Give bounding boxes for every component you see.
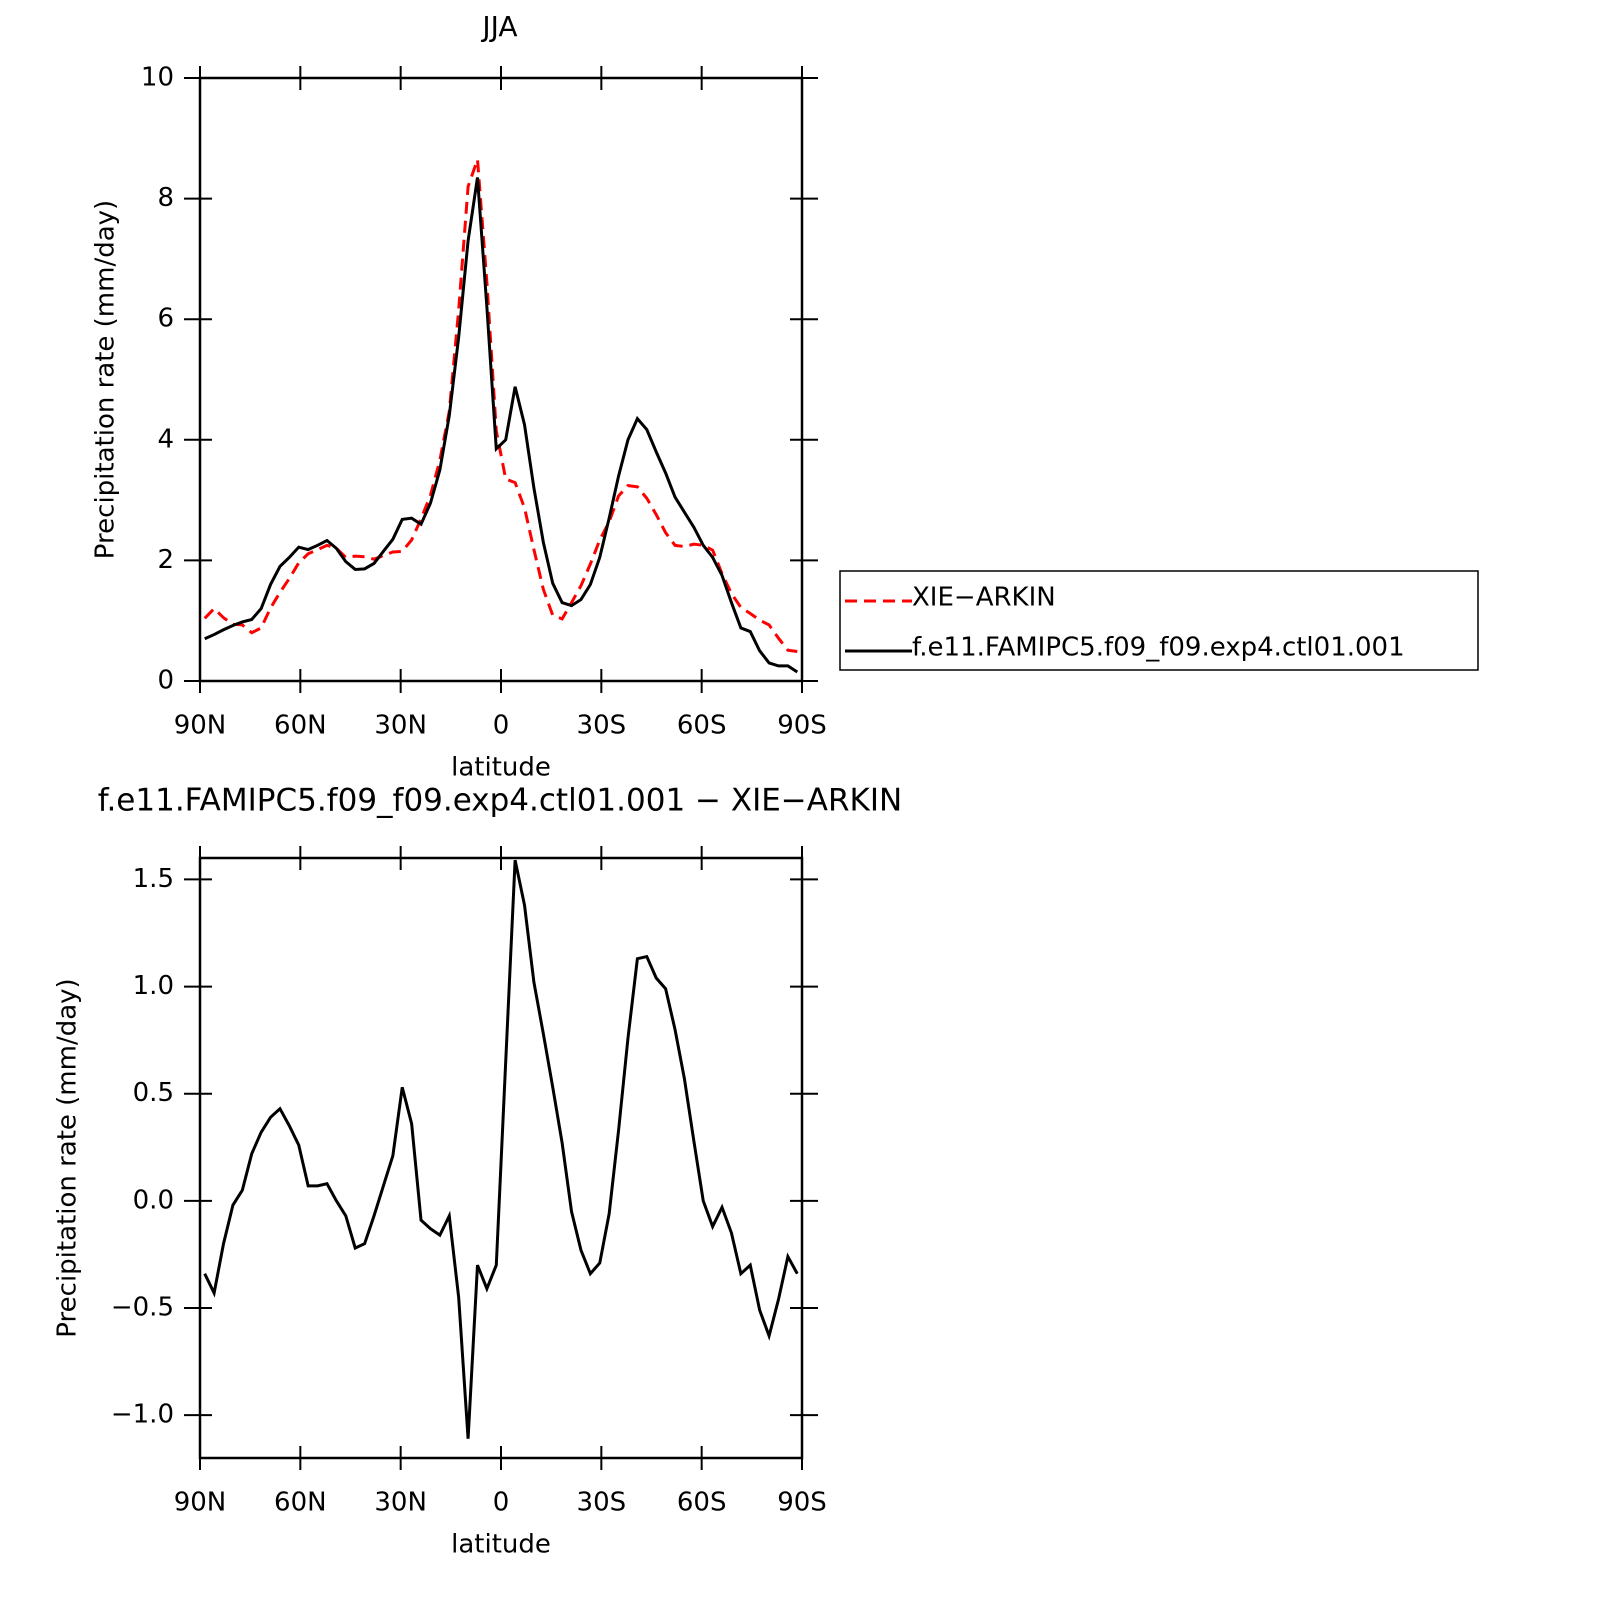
legend-box bbox=[839, 570, 1479, 671]
chart-title: JJA bbox=[480, 10, 517, 43]
x-tick-label: 30S bbox=[577, 1488, 627, 1518]
y-tick-label: 4 bbox=[157, 424, 174, 454]
x-axis-label: latitude bbox=[451, 753, 551, 783]
x-tick-label: 90N bbox=[174, 711, 227, 741]
y-tick-label: 1.5 bbox=[133, 864, 174, 894]
y-tick-label: 6 bbox=[157, 304, 174, 334]
y-tick-label: 2 bbox=[157, 545, 174, 575]
x-tick-label: 60S bbox=[677, 1488, 727, 1518]
y-tick-label: 8 bbox=[157, 183, 174, 213]
chart-title: f.e11.FAMIPC5.f09_f09.exp4.ctl01.001 − X… bbox=[98, 783, 902, 819]
x-tick-label: 0 bbox=[493, 711, 510, 741]
y-tick-label: 1.0 bbox=[133, 971, 174, 1001]
y-tick-label: 0.0 bbox=[133, 1185, 174, 1215]
y-tick-label: 0.5 bbox=[133, 1078, 174, 1108]
y-tick-label: 0 bbox=[157, 666, 174, 696]
y-tick-label: −1.0 bbox=[111, 1400, 174, 1430]
x-tick-label: 60S bbox=[677, 711, 727, 741]
data-line bbox=[204, 177, 799, 674]
x-axis-label: latitude bbox=[451, 1530, 551, 1560]
plot-frame bbox=[198, 76, 804, 683]
x-tick-label: 90N bbox=[174, 1488, 227, 1518]
x-tick-label: 60N bbox=[274, 711, 327, 741]
y-axis-label: Precipitation rate (mm/day) bbox=[91, 200, 121, 559]
legend-label: f.e11.FAMIPC5.f09_f09.exp4.ctl01.001 bbox=[912, 633, 1405, 663]
y-axis-label: Precipitation rate (mm/day) bbox=[53, 978, 83, 1337]
x-tick-label: 90S bbox=[777, 711, 827, 741]
y-tick-label: −0.5 bbox=[111, 1293, 174, 1323]
y-tick-label: 10 bbox=[141, 63, 174, 93]
data-line bbox=[203, 158, 798, 653]
x-tick-label: 30S bbox=[577, 711, 627, 741]
x-tick-label: 30N bbox=[374, 1488, 427, 1518]
x-tick-label: 60N bbox=[274, 1488, 327, 1518]
legend-label: XIE−ARKIN bbox=[912, 583, 1056, 613]
x-tick-label: 0 bbox=[493, 1488, 510, 1518]
x-tick-label: 90S bbox=[777, 1488, 827, 1518]
data-line bbox=[203, 859, 799, 1439]
x-tick-label: 30N bbox=[374, 711, 427, 741]
